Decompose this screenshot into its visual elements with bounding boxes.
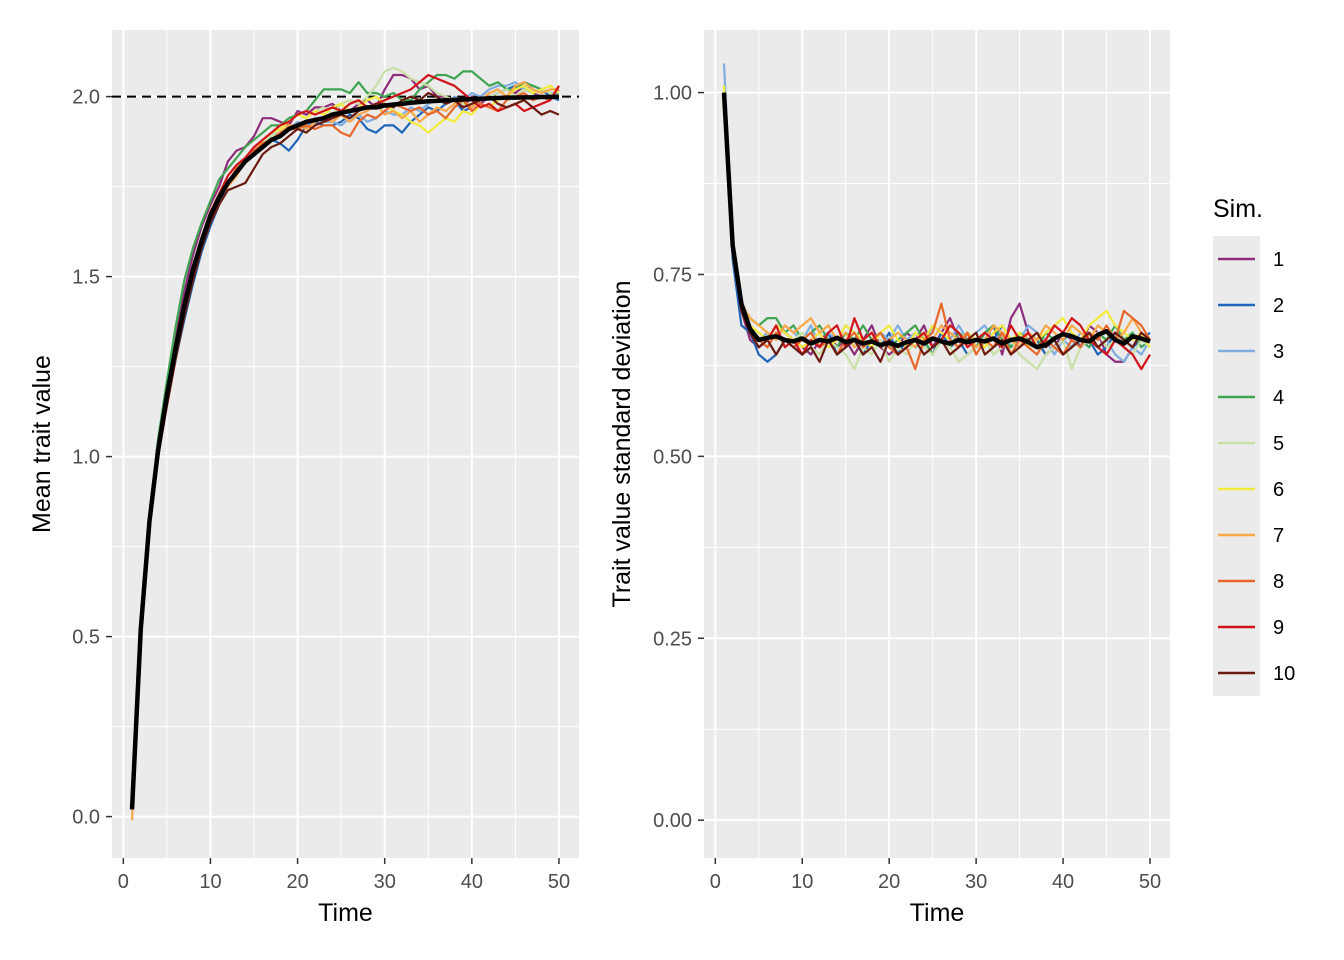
y-tick-label: 1.0 [72, 447, 100, 469]
legend-label-sim-6: 6 [1273, 479, 1284, 501]
x-tick-label: 20 [286, 871, 308, 893]
series-line-sim-7 [722, 92, 1151, 349]
legend-key-background [1213, 236, 1260, 696]
panel-mean-trait: 0 10 20 30 40 50 0.0 0.5 1.0 1.5 2.0 Time Mean tra… [28, 30, 579, 927]
series-line-sim-8 [722, 92, 1151, 371]
gridlines-right [704, 30, 1170, 858]
legend-label-sim-2: 2 [1273, 295, 1284, 317]
legend-label-sim-1: 1 [1273, 249, 1284, 271]
legend-label-sim-10: 10 [1273, 663, 1295, 685]
y-tick-label: 0.0 [72, 807, 100, 829]
legend-label-sim-8: 8 [1273, 571, 1284, 593]
legend-entries: 1 2 3 4 5 6 7 8 9 10 [1218, 249, 1295, 685]
x-tick-label: 10 [199, 871, 221, 893]
series-group-left [129, 66, 560, 821]
plot-background-right [704, 30, 1170, 858]
y-tick-label: 0.5 [72, 627, 100, 649]
legend-label-sim-7: 7 [1273, 525, 1284, 547]
series-line-mean [129, 94, 560, 810]
x-tick-label: 40 [461, 871, 483, 893]
x-axis-title-right: Time [910, 899, 965, 927]
series-line-sim-4 [130, 70, 560, 810]
y-tick-label: 0.75 [653, 264, 692, 286]
x-tick-label: 20 [878, 871, 900, 893]
gridlines-left [112, 30, 579, 858]
series-group-right [721, 63, 1151, 371]
legend-label-sim-3: 3 [1273, 341, 1284, 363]
x-tick-label: 10 [791, 871, 813, 893]
x-tick-label: 50 [1139, 871, 1161, 893]
x-tick-label: 30 [965, 871, 987, 893]
y-tick-label: 1.00 [653, 83, 692, 105]
x-tick-label: 50 [548, 871, 570, 893]
x-tick-label: 30 [374, 871, 396, 893]
plot-background-left [112, 30, 579, 858]
y-tick-label: 0.25 [653, 628, 692, 650]
legend-label-sim-9: 9 [1273, 617, 1284, 639]
panel-trait-sd: 0 10 20 30 40 50 0.00 0.25 0.50 0.75 1.00 Time Tra… [608, 30, 1170, 927]
y-axis-title-right: Trait value standard deviation [608, 280, 636, 607]
legend-label-sim-5: 5 [1273, 433, 1284, 455]
legend: Sim. 1 2 3 4 5 6 7 8 9 10 [1213, 195, 1295, 696]
series-line-mean [721, 92, 1151, 350]
ticks-left: 0 10 20 30 40 50 0.0 0.5 1.0 1.5 2.0 [72, 87, 570, 893]
x-tick-label: 0 [118, 871, 129, 893]
y-tick-label: 1.5 [72, 267, 100, 289]
x-axis-title-left: Time [318, 899, 373, 927]
x-tick-label: 40 [1052, 871, 1074, 893]
legend-label-sim-4: 4 [1273, 387, 1284, 409]
legend-title: Sim. [1213, 195, 1263, 223]
y-axis-title-left: Mean trait value [28, 355, 56, 533]
ticks-right: 0 10 20 30 40 50 0.00 0.25 0.50 0.75 1.00 [653, 83, 1161, 893]
y-tick-label: 0.00 [653, 810, 692, 832]
x-tick-label: 0 [710, 871, 721, 893]
y-tick-label: 2.0 [72, 87, 100, 109]
y-tick-label: 0.50 [653, 446, 692, 468]
